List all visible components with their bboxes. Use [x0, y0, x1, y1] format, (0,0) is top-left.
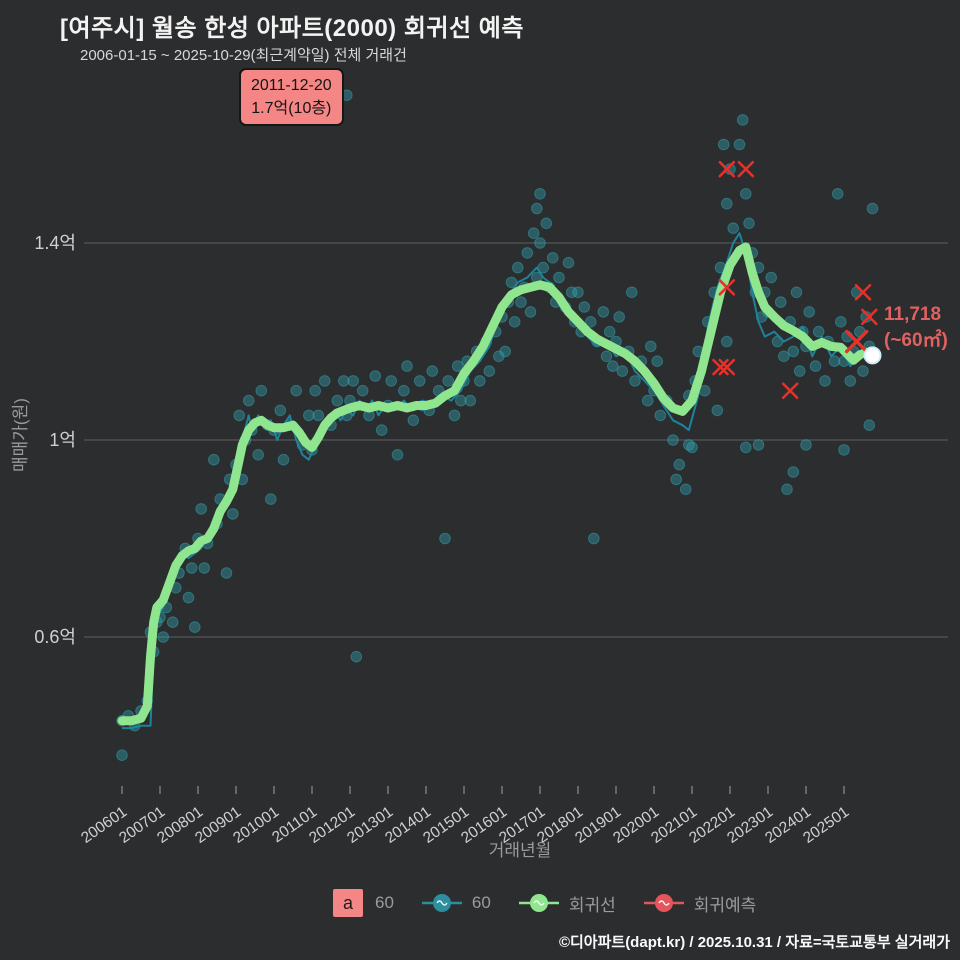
chart-subtitle: 2006-01-15 ~ 2025-10-29(최근계약일) 전체 거래건 [80, 47, 407, 64]
latest-value-text: 11,718 [884, 304, 942, 325]
svg-text:0.6억: 0.6억 [34, 627, 76, 647]
data-point-tooltip: 2011-12-20 1.7억(10층) [239, 68, 344, 127]
legend-item-scatter-60[interactable]: 60 [420, 891, 491, 915]
legend-regression-label: 회귀선 [568, 895, 616, 915]
tooltip-date: 2011-12-20 [251, 77, 332, 94]
legend-scatter-label: 60 [471, 893, 491, 912]
tooltip-price: 1.7억(10층) [251, 100, 332, 118]
legend-area-symbol: a [342, 892, 353, 913]
latest-value-annotation: 11,718 (~60㎡) [884, 302, 948, 354]
legend: a 60 60 회귀선 회귀예측 [333, 886, 782, 920]
page-title: [여주시] 월송 한성 아파트(2000) 회귀선 예측 [60, 15, 524, 42]
svg-text:1억: 1억 [49, 430, 76, 450]
regression-series-marker-icon [518, 894, 559, 912]
latest-area-text: (~60㎡) [884, 330, 948, 351]
y-axis-title: 매매가(원) [11, 398, 30, 472]
prediction-series-marker-icon [643, 894, 684, 912]
legend-area-swatch: a [333, 889, 363, 917]
scatter-series-marker-icon [421, 894, 462, 912]
svg-text:1.4억: 1.4억 [34, 233, 76, 253]
x-axis-title: 거래년월 [488, 841, 552, 860]
legend-item-regression[interactable]: 회귀선 [517, 891, 616, 916]
footer-credit: ©디아파트(dapt.kr) / 2025.10.31 / 자료=국토교통부 실… [558, 934, 950, 951]
legend-prediction-label: 회귀예측 [693, 895, 757, 915]
legend-area-label: 60 [375, 893, 394, 912]
legend-item-area-60[interactable]: a 60 [333, 889, 394, 917]
legend-item-prediction[interactable]: 회귀예측 [642, 891, 757, 916]
